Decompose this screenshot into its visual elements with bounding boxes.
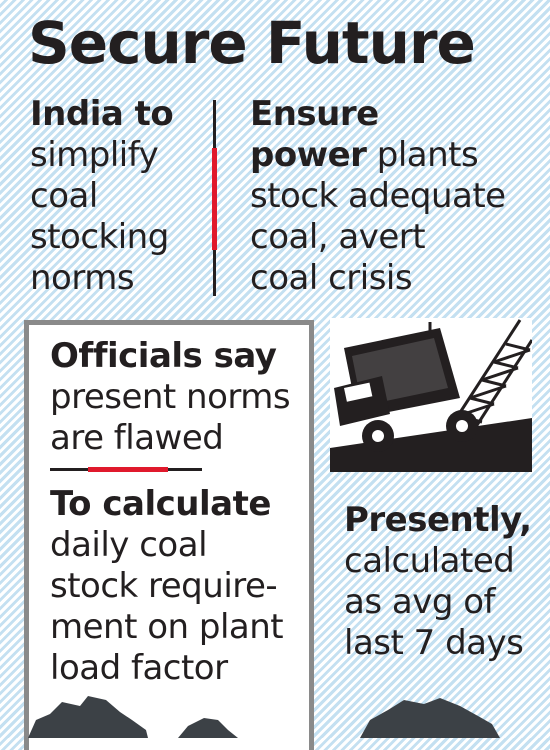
left-top-line: coal bbox=[30, 176, 98, 216]
calculate-line: load factor bbox=[50, 648, 228, 688]
dump-truck-icon bbox=[330, 319, 534, 472]
crane-icon bbox=[428, 319, 534, 437]
presently-line: as avg of bbox=[344, 582, 495, 622]
right-top-line: coal crisis bbox=[250, 258, 413, 298]
left-top-line: norms bbox=[30, 258, 135, 298]
officials-line: are flawed bbox=[50, 418, 224, 458]
officials-lead: Officials say bbox=[50, 336, 277, 376]
right-top-rest: plants bbox=[366, 135, 479, 175]
right-top-line: coal, avert bbox=[250, 217, 426, 257]
coal-heap-icon bbox=[360, 698, 500, 738]
calculate-text: To calculate daily coal stock require- m… bbox=[50, 484, 284, 689]
left-top-line: stocking bbox=[30, 217, 169, 257]
right-top-text: Ensure power plants stock adequate coal,… bbox=[250, 94, 506, 299]
left-top-text: India to simplify coal stocking norms bbox=[30, 94, 174, 299]
presently-text: Presently, calculated as avg of last 7 d… bbox=[344, 500, 532, 664]
officials-line: present norms bbox=[50, 377, 291, 417]
vertical-divider-accent bbox=[212, 148, 217, 250]
presently-lead: Presently, bbox=[344, 500, 532, 540]
info-panel bbox=[24, 320, 314, 750]
calculate-line: stock require- bbox=[50, 566, 278, 606]
presently-line: calculated bbox=[344, 541, 515, 581]
headline: Secure Future bbox=[28, 9, 476, 77]
left-top-lead: India to bbox=[30, 94, 174, 134]
truck-illustration bbox=[330, 318, 534, 472]
calculate-line: daily coal bbox=[50, 525, 208, 565]
presently-line: last 7 days bbox=[344, 623, 524, 663]
right-top-bold-word: power bbox=[250, 135, 367, 175]
right-top-line: stock adequate bbox=[250, 176, 506, 216]
calculate-line: ment on plant bbox=[50, 607, 284, 647]
left-top-line: simplify bbox=[30, 135, 159, 175]
calculate-lead: To calculate bbox=[50, 484, 271, 524]
right-top-line-mixed: power plants bbox=[250, 135, 506, 176]
right-top-lead: Ensure bbox=[250, 94, 379, 134]
horizontal-divider-accent bbox=[88, 467, 168, 472]
officials-text: Officials say present norms are flawed bbox=[50, 336, 291, 459]
coal-heap-icon bbox=[28, 696, 238, 738]
